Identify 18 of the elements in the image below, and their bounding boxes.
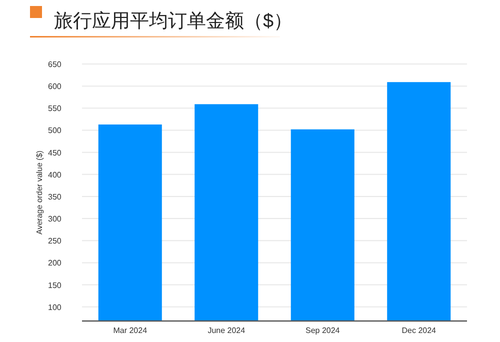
chart-title: 旅行应用平均订单金额（$） [54,10,293,32]
y-tick-label: 550 [48,104,62,114]
y-tick-label: 500 [48,126,62,136]
y-tick-label: 650 [48,60,62,69]
y-tick-label: 200 [48,258,62,268]
x-tick-label: Mar 2024 [113,326,148,335]
y-tick-label: 250 [48,236,62,246]
y-tick-label: 350 [48,192,62,202]
y-tick-label: 300 [48,214,62,224]
y-tick-label: 150 [48,280,62,290]
y-axis-title: Average order value ($) [35,150,44,234]
y-tick-label: 600 [48,82,62,92]
y-tick-label: 400 [48,170,62,180]
y-tick-label: 100 [48,302,62,312]
y-tick-label: 450 [48,148,62,158]
x-tick-label: Sep 2024 [305,326,340,335]
x-tick-label: June 2024 [208,326,246,335]
x-tick-label: Dec 2024 [402,326,437,335]
